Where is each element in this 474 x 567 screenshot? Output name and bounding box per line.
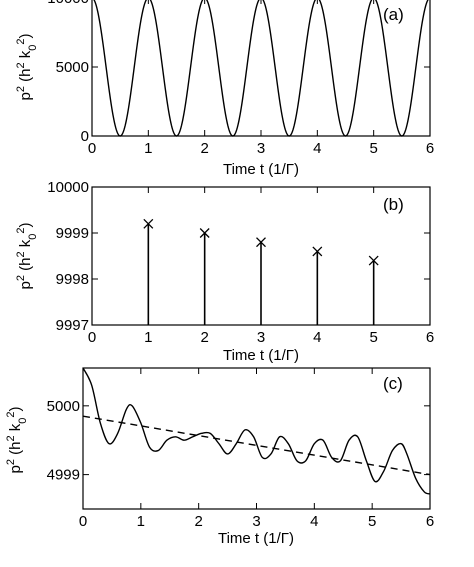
x-tick-label: 5: [369, 140, 377, 157]
x-tick-label: 3: [257, 140, 265, 157]
panel-c-trend-line: [82, 415, 431, 476]
x-tick-label: 3: [252, 513, 260, 530]
panel-c-tag: (c): [383, 374, 403, 393]
x-tick-label: 5: [369, 329, 377, 346]
x-tick-label: 0: [88, 329, 96, 346]
y-tick-label: 9997: [56, 317, 89, 334]
x-tick-label: 0: [88, 140, 96, 157]
panel-c-xlabel: Time t (1/Γ): [218, 530, 294, 547]
ylabel-sup1: 2: [5, 459, 17, 465]
stem-marker: [368, 255, 379, 266]
y-tick-label: 4999: [47, 467, 80, 484]
ylabel-p: p: [17, 92, 34, 100]
x-tick-label: 4: [313, 140, 321, 157]
ylabel-close: ): [17, 222, 34, 227]
ylabel-sub: 0: [27, 234, 39, 240]
ylabel-sup3: 2: [15, 227, 27, 233]
panel-a-frame: [91, 0, 431, 137]
stem-marker: [143, 218, 154, 229]
x-tick-label: 1: [144, 140, 152, 157]
panel-b-xlabel: Time t (1/Γ): [223, 347, 299, 364]
x-tick-label: 2: [200, 140, 208, 157]
ylabel-mid: (h: [17, 258, 34, 276]
panel-b-ylabel: p2 (h2 k02): [15, 222, 39, 289]
x-tick-label: 6: [426, 140, 434, 157]
y-tick-label: 5000: [56, 59, 89, 76]
ylabel-k: k: [17, 239, 34, 251]
x-tick-label: 4: [310, 513, 318, 530]
stem-marker: [199, 228, 210, 238]
panel-b-stems: [143, 218, 379, 325]
panel-a-curve: [93, 0, 429, 137]
ylabel-sub: 0: [17, 418, 29, 424]
ylabel-p: p: [17, 281, 34, 289]
panel-a-curve-group: [93, 0, 429, 137]
x-tick-label: 0: [79, 513, 87, 530]
y-tick-label: 9998: [56, 271, 89, 288]
ylabel-mid: (h: [17, 69, 34, 87]
panel-c-curve: [82, 367, 431, 495]
marker-stroke: [199, 228, 210, 238]
ylabel-sup2: 2: [5, 435, 17, 441]
y-tick-label: 9999: [56, 225, 89, 242]
ylabel-mid: (h: [7, 442, 24, 460]
panel-a-xticks: 0 1 2 3 4 5 6: [88, 0, 434, 157]
panel-b: 0 1 2 3 4 5 6 9997 9998 9999 10000 (b) Time t (1/…: [15, 179, 434, 364]
ylabel-sup3: 2: [15, 38, 27, 44]
y-tick-label: 5000: [47, 398, 80, 415]
panel-b-tag: (b): [383, 195, 404, 214]
stem-marker: [256, 237, 266, 248]
ylabel-k: k: [17, 50, 34, 62]
x-tick-label: 5: [368, 513, 376, 530]
ylabel-sup1: 2: [15, 86, 27, 92]
panel-c-ylabel: p2 (h2 k02): [5, 406, 29, 473]
x-tick-label: 6: [426, 329, 434, 346]
x-tick-label: 1: [137, 513, 145, 530]
ylabel-sup1: 2: [15, 275, 27, 281]
marker-stroke: [256, 237, 266, 248]
panel-b-yticks: 9997 9998 9999 10000: [47, 179, 430, 334]
stem-marker: [312, 246, 323, 257]
panel-c-yticks: 4999 5000: [47, 398, 430, 484]
panel-c-frame: [82, 367, 431, 510]
ylabel-close: ): [7, 406, 24, 411]
x-tick-label: 3: [257, 329, 265, 346]
ylabel-p: p: [7, 465, 24, 473]
marker-stroke: [368, 255, 379, 266]
ylabel-sup2: 2: [15, 251, 27, 257]
panel-a-ylabel: p2 (h2 k02): [15, 33, 39, 100]
marker-stroke: [312, 246, 323, 257]
ylabel-sup2: 2: [15, 62, 27, 68]
panel-c-xticks: 0 1 2 3 4 5 6: [79, 368, 434, 530]
y-tick-label: 10000: [47, 179, 89, 196]
x-tick-label: 1: [144, 329, 152, 346]
x-tick-label: 6: [426, 513, 434, 530]
ylabel-sub: 0: [27, 45, 39, 51]
ylabel-close: ): [17, 33, 34, 38]
x-tick-label: 2: [194, 513, 202, 530]
panel-a-yticks: 0 5000 10000: [47, 0, 430, 145]
panel-a-xlabel: Time t (1/Γ): [223, 161, 299, 178]
ylabel-sup3: 2: [5, 411, 17, 417]
y-tick-label: 10000: [47, 0, 89, 7]
panel-a-tag: (a): [383, 5, 404, 24]
ylabel-k: k: [7, 423, 24, 435]
x-tick-label: 4: [313, 329, 321, 346]
marker-stroke: [143, 218, 154, 229]
panel-b-xticks: 0 1 2 3 4 5 6: [88, 187, 434, 346]
y-tick-label: 0: [81, 128, 89, 145]
x-tick-label: 2: [200, 329, 208, 346]
